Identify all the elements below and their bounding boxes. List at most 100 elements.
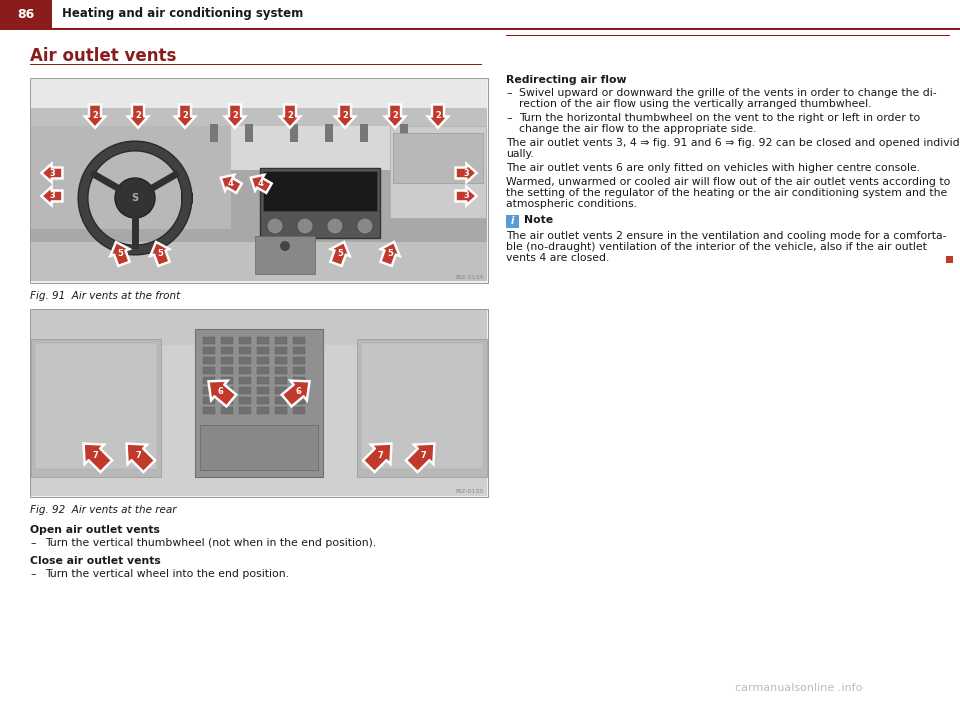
Text: 4: 4 <box>228 179 233 188</box>
Polygon shape <box>176 105 194 127</box>
Text: rection of the air flow using the vertically arranged thumbwheel.: rection of the air flow using the vertic… <box>519 99 872 109</box>
Bar <box>393 133 483 183</box>
Text: 7: 7 <box>377 451 383 460</box>
Circle shape <box>115 178 155 218</box>
Polygon shape <box>152 243 169 265</box>
Text: ble (no-draught) ventilation of the interior of the vehicle, also if the air out: ble (no-draught) ventilation of the inte… <box>506 242 926 252</box>
Bar <box>30 309 488 497</box>
Polygon shape <box>386 105 404 127</box>
Polygon shape <box>86 105 104 127</box>
Bar <box>221 377 233 384</box>
Polygon shape <box>42 188 61 204</box>
Bar <box>203 367 215 374</box>
Text: Close air outlet vents: Close air outlet vents <box>30 556 160 566</box>
Text: ually.: ually. <box>506 149 534 159</box>
Text: 2: 2 <box>342 112 348 120</box>
Bar <box>257 347 269 354</box>
Text: Turn the vertical wheel into the end position.: Turn the vertical wheel into the end pos… <box>45 569 289 579</box>
Bar <box>203 397 215 404</box>
Bar <box>31 339 161 477</box>
Circle shape <box>297 218 313 234</box>
Bar <box>239 357 251 364</box>
Text: 2: 2 <box>287 112 293 120</box>
Text: 2: 2 <box>435 112 441 120</box>
Text: Warmed, unwarmed or cooled air will flow out of the air outlet vents according t: Warmed, unwarmed or cooled air will flow… <box>506 177 950 187</box>
Bar <box>257 407 269 414</box>
Polygon shape <box>281 105 299 127</box>
Text: –: – <box>30 569 36 579</box>
Bar <box>203 407 215 414</box>
Text: atmospheric conditions.: atmospheric conditions. <box>506 199 637 209</box>
Text: Swivel upward or downward the grille of the vents in order to change the di-: Swivel upward or downward the grille of … <box>519 88 937 98</box>
Bar <box>275 347 287 354</box>
Text: 3: 3 <box>463 169 468 177</box>
Text: Redirecting air flow: Redirecting air flow <box>506 75 627 85</box>
Bar <box>275 337 287 344</box>
Bar <box>325 124 333 142</box>
Bar <box>221 357 233 364</box>
Bar <box>257 387 269 394</box>
Polygon shape <box>456 188 476 204</box>
Bar <box>221 407 233 414</box>
Bar <box>210 124 218 142</box>
Text: –: – <box>506 88 512 98</box>
Bar <box>31 79 487 172</box>
Polygon shape <box>129 105 147 127</box>
Bar <box>290 124 298 142</box>
Bar <box>31 310 487 496</box>
Bar <box>275 367 287 374</box>
Polygon shape <box>127 444 155 471</box>
Text: 4: 4 <box>257 179 263 188</box>
Text: 5: 5 <box>387 248 393 257</box>
Text: 86: 86 <box>17 8 35 20</box>
Bar <box>30 64 482 65</box>
Text: BIZ-0135: BIZ-0135 <box>456 489 484 494</box>
Bar <box>239 387 251 394</box>
Polygon shape <box>42 165 61 181</box>
Polygon shape <box>364 444 391 471</box>
Polygon shape <box>336 105 354 127</box>
Polygon shape <box>222 176 241 192</box>
Bar <box>221 337 233 344</box>
Bar <box>221 347 233 354</box>
Bar <box>293 337 305 344</box>
Text: Open air outlet vents: Open air outlet vents <box>30 525 160 535</box>
Bar <box>275 357 287 364</box>
Polygon shape <box>209 381 235 406</box>
Text: The air outlet vents 6 are only fitted on vehicles with higher centre console.: The air outlet vents 6 are only fitted o… <box>506 163 920 173</box>
Circle shape <box>267 218 283 234</box>
Text: 2: 2 <box>182 112 188 120</box>
Text: i: i <box>511 217 515 226</box>
Bar <box>0 0 960 28</box>
Text: 6: 6 <box>295 387 300 396</box>
Bar <box>221 387 233 394</box>
Bar <box>239 397 251 404</box>
Polygon shape <box>364 444 391 471</box>
Text: 7: 7 <box>420 451 426 460</box>
Text: the setting of the regulator of the heating or the air conditioning system and t: the setting of the regulator of the heat… <box>506 188 948 198</box>
Text: Fig. 91  Air vents at the front: Fig. 91 Air vents at the front <box>30 291 180 301</box>
Bar <box>221 367 233 374</box>
Polygon shape <box>209 381 235 406</box>
Bar <box>221 397 233 404</box>
Bar <box>293 357 305 364</box>
Text: –: – <box>506 113 512 123</box>
Polygon shape <box>222 176 241 192</box>
Text: vents 4 are closed.: vents 4 are closed. <box>506 253 610 263</box>
Polygon shape <box>226 105 244 127</box>
Polygon shape <box>127 444 155 471</box>
Polygon shape <box>381 243 398 265</box>
Text: 7: 7 <box>92 451 98 460</box>
Bar <box>257 367 269 374</box>
Polygon shape <box>429 105 447 127</box>
Polygon shape <box>42 188 61 204</box>
Bar <box>203 357 215 364</box>
Bar <box>360 124 368 142</box>
Bar <box>293 367 305 374</box>
Polygon shape <box>86 105 104 127</box>
Bar <box>293 407 305 414</box>
Bar <box>293 377 305 384</box>
Polygon shape <box>386 105 404 127</box>
Polygon shape <box>111 243 129 265</box>
Bar <box>31 126 231 228</box>
